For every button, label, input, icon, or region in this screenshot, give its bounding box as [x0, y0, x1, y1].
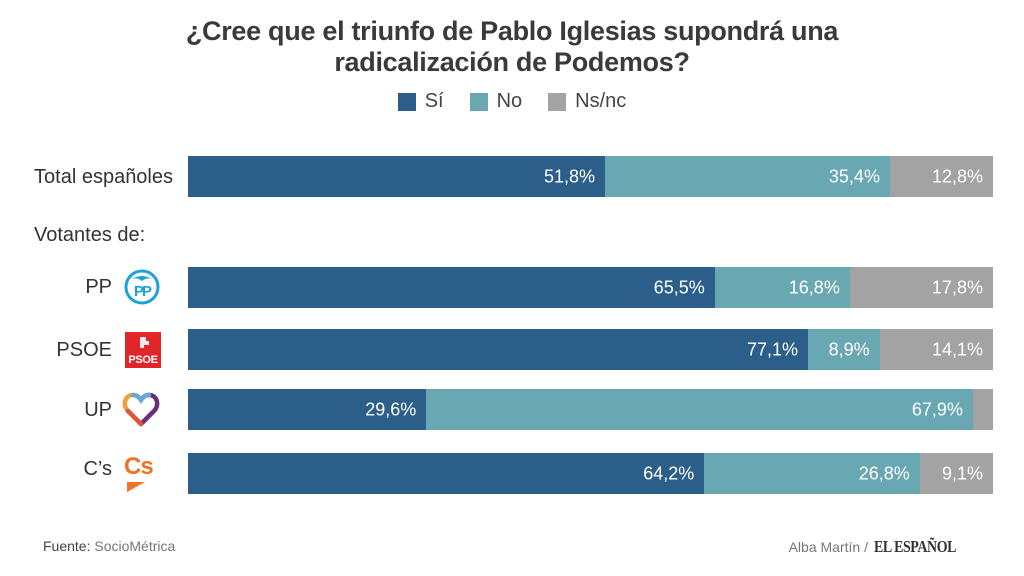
data-label-nsnc: 12,8% — [931, 166, 983, 186]
psoe-logo-icon: PSOE — [125, 332, 161, 368]
legend-item-si: Sí — [397, 90, 444, 113]
source-label: Fuente: — [43, 538, 91, 554]
legend-label-no: No — [496, 90, 523, 112]
brand-logo: EL ESPAÑOL — [873, 537, 956, 556]
bar-segment-no: 16,8% — [714, 267, 850, 308]
bar-segment-si: 65,5% — [188, 267, 715, 308]
data-label-nsnc: 9,1% — [941, 463, 983, 483]
data-label-no: 35,4% — [828, 166, 880, 186]
bar-segment-nsnc — [972, 389, 993, 430]
svg-text:PSOE: PSOE — [128, 354, 157, 366]
section-label-votantes: Votantes de: — [34, 224, 146, 246]
source-name: SocioMétrica — [94, 538, 176, 554]
chart-title: ¿Cree que el triunfo de Pablo Iglesias s… — [0, 16, 1024, 78]
legend-label-nsnc: Ns/nc — [575, 90, 627, 112]
bar-segment-nsnc: 9,1% — [919, 453, 993, 494]
bar-segment-no: 26,8% — [704, 453, 920, 494]
bar-segment-nsnc: 14,1% — [879, 329, 993, 370]
bar-row-up: 29,6% 67,9% — [188, 389, 993, 430]
bar-row-psoe: 77,1% 8,9% 14,1% — [188, 329, 993, 370]
legend-swatch-no — [469, 92, 488, 111]
data-label-no: 16,8% — [788, 277, 840, 297]
legend-item-nsnc: Ns/nc — [548, 90, 626, 113]
legend-item-no: No — [469, 90, 523, 113]
row-label-up: UP — [84, 399, 112, 421]
bar-segment-si: 77,1% — [188, 329, 809, 370]
bar-segment-no: 35,4% — [604, 156, 890, 197]
data-label-si: 51,8% — [543, 166, 595, 186]
footer-credit: Alba Martín / EL ESPAÑOL — [789, 537, 974, 557]
bar-segment-si: 51,8% — [188, 156, 605, 197]
data-label-si: 29,6% — [365, 399, 417, 419]
row-label-total: Total españoles — [34, 166, 173, 188]
bar-row-cs: 64,2% 26,8% 9,1% — [188, 453, 993, 494]
bar-row-pp: 65,5% 16,8% 17,8% — [188, 267, 993, 308]
data-label-no: 8,9% — [828, 339, 870, 359]
legend-swatch-si — [397, 92, 416, 111]
data-label-si: 65,5% — [653, 277, 705, 297]
pp-logo-icon: PP — [124, 269, 160, 305]
footer-source: Fuente: SocioMétrica — [43, 538, 175, 554]
legend: Sí No Ns/nc — [0, 90, 1024, 113]
bar-segment-si: 29,6% — [188, 389, 427, 430]
bar-row-total: 51,8% 35,4% 12,8% — [188, 156, 993, 197]
row-label-psoe: PSOE — [56, 339, 112, 361]
title-line-2: radicalización de Podemos? — [334, 47, 690, 77]
bar-segment-no: 8,9% — [808, 329, 880, 370]
author-credit: Alba Martín / — [788, 539, 868, 555]
data-label-nsnc: 14,1% — [931, 339, 983, 359]
bar-segment-nsnc: 17,8% — [849, 267, 993, 308]
row-label-cs: C’s — [83, 458, 112, 480]
data-label-no: 26,8% — [858, 463, 910, 483]
bar-segment-no: 67,9% — [426, 389, 973, 430]
legend-label-si: Sí — [424, 90, 444, 112]
row-label-pp: PP — [85, 276, 112, 298]
data-label-nsnc: 17,8% — [931, 277, 983, 297]
data-label-no: 67,9% — [911, 399, 963, 419]
legend-swatch-nsnc — [548, 92, 567, 111]
data-label-si: 64,2% — [643, 463, 695, 483]
bar-segment-nsnc: 12,8% — [889, 156, 993, 197]
bar-segment-si: 64,2% — [188, 453, 705, 494]
up-logo-icon — [122, 392, 160, 427]
title-line-1: ¿Cree que el triunfo de Pablo Iglesias s… — [185, 16, 839, 46]
svg-text:Cs: Cs — [124, 453, 153, 480]
svg-text:PP: PP — [134, 283, 152, 300]
cs-logo-icon: Cs — [124, 453, 154, 492]
data-label-si: 77,1% — [746, 339, 799, 359]
